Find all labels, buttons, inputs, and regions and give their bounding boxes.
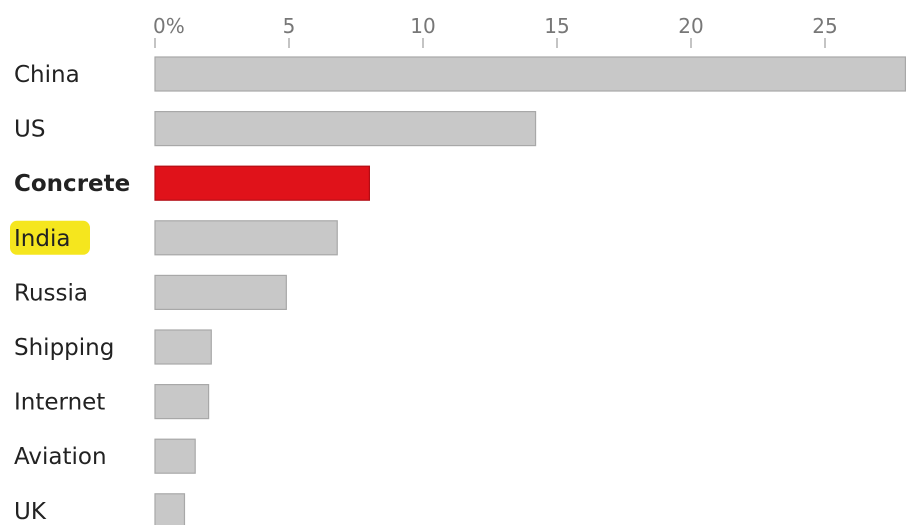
x-tick-label: 25 (812, 14, 837, 38)
category-label: Internet (14, 390, 105, 416)
bar (154, 56, 907, 92)
bars (154, 56, 907, 525)
category-label: China (14, 62, 80, 88)
bar (154, 438, 196, 474)
x-tick-label: 5 (283, 14, 296, 38)
category-label: Aviation (14, 444, 107, 470)
bar (154, 110, 537, 147)
bar (154, 493, 186, 525)
x-tick-label: 0% (153, 14, 185, 38)
bar (154, 384, 210, 420)
x-tick-label: 15 (544, 14, 569, 38)
x-tick-label: 20 (678, 14, 703, 38)
category-label: India (14, 226, 70, 252)
category-labels: China US Concrete India Russia Shipping Intern… (10, 62, 130, 525)
x-axis: 0% 5 10 15 20 25 (153, 14, 838, 48)
x-tick-label: 10 (410, 14, 435, 38)
bar (154, 274, 287, 310)
bar (154, 220, 338, 256)
category-label: UK (14, 499, 47, 525)
category-label: Shipping (14, 335, 114, 361)
label-highlight-box (10, 220, 90, 255)
category-label: Concrete (14, 171, 130, 197)
category-label: Russia (14, 280, 88, 306)
bar (154, 329, 212, 365)
bar-highlighted (154, 165, 370, 201)
category-label: US (14, 117, 45, 143)
